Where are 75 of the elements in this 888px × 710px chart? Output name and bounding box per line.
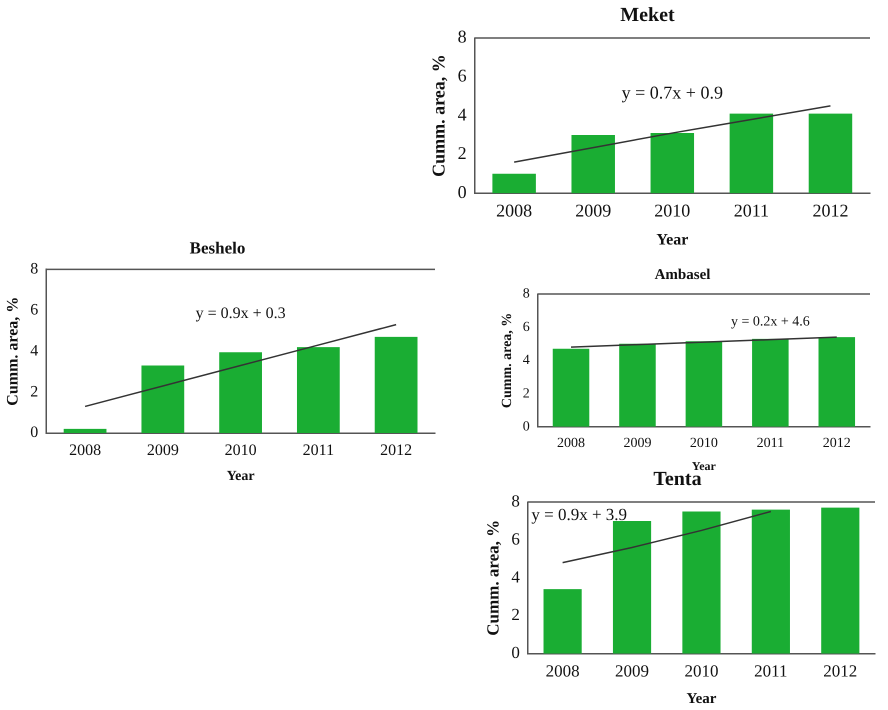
y-tick-label: 8 bbox=[522, 286, 530, 302]
x-axis-title: Year bbox=[692, 458, 717, 473]
y-tick-label: 4 bbox=[511, 567, 520, 586]
y-axis-title: Cumm. area, % bbox=[484, 520, 503, 636]
annotation: y = 0.2x + 4.6 bbox=[730, 314, 810, 330]
x-tick-label: 2010 bbox=[654, 200, 690, 221]
annotation: y = 0.9x + 3.9 bbox=[531, 505, 628, 524]
y-tick-label: 2 bbox=[458, 143, 467, 164]
y-axis-title: Cumm. area, % bbox=[500, 312, 516, 408]
bar bbox=[64, 428, 106, 433]
y-tick-label: 6 bbox=[458, 66, 467, 86]
x-tick-label: 2011 bbox=[302, 442, 334, 459]
annotation: y = 0.7x + 0.9 bbox=[622, 82, 723, 103]
bar bbox=[650, 133, 694, 194]
bar bbox=[612, 520, 652, 654]
bar bbox=[808, 114, 852, 194]
y-tick-label: 2 bbox=[30, 383, 38, 400]
y-tick-label: 6 bbox=[522, 320, 530, 335]
y-tick-label: 2 bbox=[511, 605, 520, 624]
y-tick-label: 6 bbox=[30, 302, 38, 319]
x-axis-title: Year bbox=[656, 232, 688, 249]
bar bbox=[374, 336, 418, 433]
y-tick-label: 8 bbox=[458, 26, 467, 47]
x-tick-label: 2012 bbox=[822, 436, 851, 451]
bar bbox=[686, 341, 722, 427]
y-tick-label: 4 bbox=[30, 342, 38, 360]
x-tick-label: 2008 bbox=[69, 442, 102, 459]
x-tick-label: 2009 bbox=[575, 200, 612, 221]
bar bbox=[571, 135, 615, 194]
x-tick-label: 2008 bbox=[557, 436, 586, 451]
y-tick-label: 8 bbox=[511, 491, 520, 510]
x-tick-label: 2010 bbox=[684, 661, 718, 680]
y-tick-label: 0 bbox=[30, 424, 38, 442]
bar bbox=[296, 347, 340, 433]
y-tick-label: 4 bbox=[522, 353, 530, 368]
chart-title: Meket bbox=[620, 4, 676, 26]
bar bbox=[492, 174, 536, 194]
bar bbox=[682, 511, 721, 654]
x-tick-label: 2011 bbox=[754, 661, 788, 680]
bar bbox=[821, 508, 860, 654]
y-tick-label: 0 bbox=[458, 182, 467, 202]
bar bbox=[219, 352, 262, 433]
y-tick-label: 4 bbox=[458, 104, 467, 124]
y-tick-label: 2 bbox=[522, 386, 530, 402]
y-tick-label: 8 bbox=[30, 260, 38, 278]
bar bbox=[544, 589, 582, 654]
x-tick-label: 2011 bbox=[756, 436, 784, 451]
x-axis-title: Year bbox=[226, 469, 255, 484]
x-tick-label: 2010 bbox=[690, 436, 718, 451]
bar bbox=[730, 114, 774, 194]
x-axis-title: Year bbox=[686, 690, 717, 707]
bar bbox=[818, 337, 856, 427]
bar bbox=[141, 366, 184, 433]
x-tick-label: 2009 bbox=[623, 436, 652, 451]
x-tick-label: 2011 bbox=[734, 200, 770, 221]
x-tick-label: 2009 bbox=[146, 442, 179, 459]
bar bbox=[752, 510, 790, 654]
bar bbox=[619, 344, 656, 427]
y-axis-title: Cumm. area, % bbox=[4, 296, 22, 406]
x-tick-label: 2010 bbox=[224, 442, 257, 459]
bar bbox=[752, 338, 789, 427]
y-tick-label: 0 bbox=[522, 419, 530, 434]
x-tick-label: 2012 bbox=[812, 200, 848, 221]
x-tick-label: 2012 bbox=[823, 661, 858, 680]
annotation: y = 0.9x + 0.3 bbox=[196, 304, 286, 322]
y-tick-label: 6 bbox=[511, 529, 520, 548]
x-tick-label: 2009 bbox=[615, 661, 650, 680]
x-tick-label: 2008 bbox=[496, 200, 532, 221]
x-tick-label: 2008 bbox=[546, 661, 580, 680]
y-axis-title: Cumm. area, % bbox=[428, 54, 448, 177]
chart-title: Beshelo bbox=[190, 238, 246, 258]
bar bbox=[552, 348, 590, 427]
chart-title: Ambasel bbox=[654, 266, 710, 283]
y-tick-label: 0 bbox=[511, 643, 520, 662]
x-tick-label: 2012 bbox=[380, 442, 412, 459]
